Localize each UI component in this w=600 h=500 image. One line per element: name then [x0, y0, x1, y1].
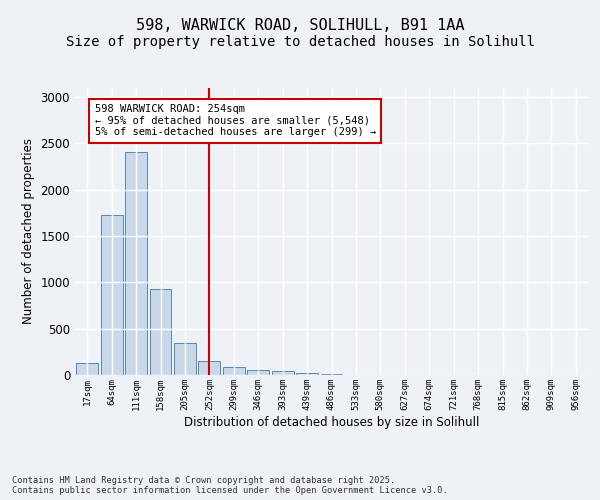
Bar	[296, 373, 318, 375]
Bar	[223, 366, 245, 375]
Text: 598, WARWICK ROAD, SOLIHULL, B91 1AA: 598, WARWICK ROAD, SOLIHULL, B91 1AA	[136, 18, 464, 32]
Bar	[76, 363, 98, 375]
Bar	[199, 360, 220, 375]
Bar	[320, 374, 343, 375]
Text: Size of property relative to detached houses in Solihull: Size of property relative to detached ho…	[65, 35, 535, 49]
X-axis label: Distribution of detached houses by size in Solihull: Distribution of detached houses by size …	[184, 416, 479, 428]
Bar	[149, 289, 172, 375]
Bar	[247, 370, 269, 375]
Bar	[101, 216, 122, 375]
Bar	[174, 344, 196, 375]
Bar	[125, 152, 147, 375]
Text: Contains HM Land Registry data © Crown copyright and database right 2025.
Contai: Contains HM Land Registry data © Crown c…	[12, 476, 448, 495]
Bar	[272, 372, 293, 375]
Text: 598 WARWICK ROAD: 254sqm
← 95% of detached houses are smaller (5,548)
5% of semi: 598 WARWICK ROAD: 254sqm ← 95% of detach…	[95, 104, 376, 138]
Y-axis label: Number of detached properties: Number of detached properties	[22, 138, 35, 324]
